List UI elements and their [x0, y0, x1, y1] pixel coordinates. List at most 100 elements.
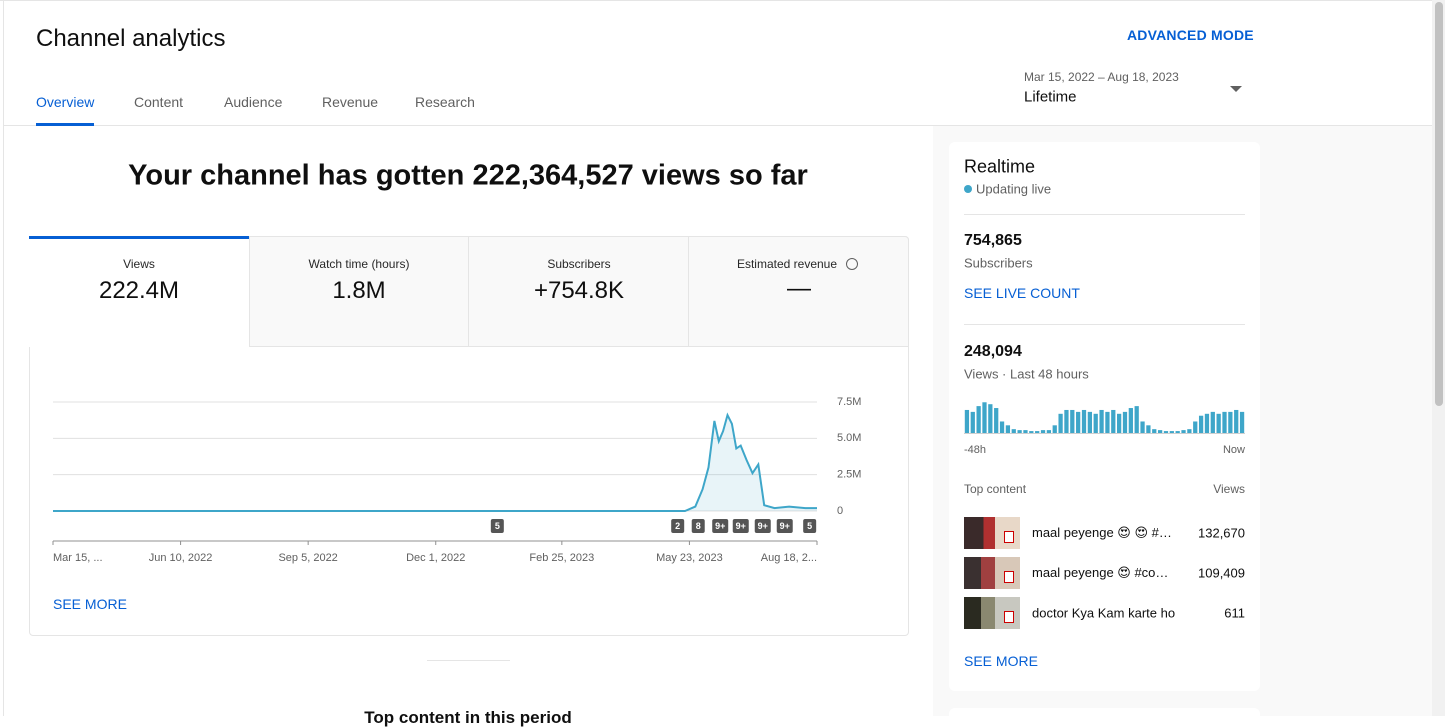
- bar: [1140, 421, 1145, 433]
- bar: [1187, 429, 1192, 433]
- thumbnail[interactable]: [964, 517, 1020, 549]
- period[interactable]: Lifetime: [1024, 88, 1077, 106]
- bar: [1081, 409, 1087, 433]
- bar: [1046, 430, 1052, 433]
- x-tick-label: Sep 5, 2022: [278, 552, 337, 564]
- annotation-label: 2: [675, 521, 680, 531]
- thumbnail[interactable]: [964, 557, 1020, 589]
- header-divider: [4, 125, 1432, 126]
- bar: [1029, 431, 1034, 433]
- annotation-label: 9+: [780, 521, 790, 531]
- y-tick-label: 0: [837, 505, 843, 517]
- x-tick-label: -48h: [964, 444, 986, 456]
- bar: [1087, 411, 1092, 433]
- content-title[interactable]: maal peyenge 😍 😍 #…: [1032, 525, 1172, 540]
- bar: [1076, 411, 1081, 433]
- bar: [1017, 430, 1022, 433]
- bar: [1152, 429, 1157, 433]
- x-tick-label: Now: [1223, 444, 1245, 456]
- thumbnail-badge: [1004, 571, 1014, 583]
- headline: Your channel has gotten 222,364,527 view…: [128, 159, 808, 192]
- bar: [1122, 411, 1128, 433]
- bar: [1111, 409, 1116, 433]
- annotation-label: 5: [495, 521, 500, 531]
- tab[interactable]: Overview: [36, 94, 95, 110]
- page-title: Channel analytics: [36, 25, 226, 52]
- section-divider: [427, 660, 510, 661]
- thumbnail-badge: [1004, 531, 1014, 543]
- thumbnail[interactable]: [964, 597, 1020, 629]
- live-dot: [964, 185, 972, 193]
- top-content-label: Top content: [964, 482, 1027, 496]
- x-tick-label: Dec 1, 2022: [406, 552, 465, 564]
- annotation-badge: [803, 519, 817, 533]
- tab[interactable]: Research: [415, 94, 475, 110]
- see-more-link[interactable]: SEE MORE: [53, 596, 127, 612]
- metric-label: Subscribers: [547, 257, 611, 271]
- y-tick-label: 7.5M: [837, 396, 861, 408]
- thumbnail-badge: [1004, 611, 1014, 623]
- annotation-badge: [490, 519, 504, 533]
- metric-label: Views: [123, 257, 155, 271]
- bar: [1105, 411, 1110, 433]
- metric-label: Watch time (hours): [308, 257, 410, 271]
- annotation-badge: [776, 519, 793, 533]
- dropdown-arrow[interactable]: [1230, 86, 1242, 92]
- bar: [976, 406, 981, 433]
- bar: [1134, 406, 1139, 433]
- views-header: Views: [1213, 482, 1245, 496]
- bar: [964, 409, 970, 433]
- content-title[interactable]: doctor Kya Kam karte ho: [1032, 605, 1176, 621]
- metric-tab[interactable]: [29, 236, 249, 347]
- divider: [964, 324, 1245, 325]
- bar: [1005, 425, 1011, 433]
- bar: [1175, 431, 1180, 433]
- tab-indicator: [36, 123, 94, 126]
- bar: [1204, 413, 1210, 433]
- bar: [1040, 430, 1046, 433]
- tab[interactable]: Revenue: [322, 94, 379, 110]
- bar: [1234, 409, 1239, 433]
- y-tick-label: 5.0M: [837, 432, 861, 444]
- annotation-label: 9+: [736, 521, 746, 531]
- scrollbar-thumb[interactable]: [1435, 2, 1443, 406]
- date-range[interactable]: Mar 15, 2022 – Aug 18, 2023: [1024, 70, 1179, 84]
- x-tick-label: May 23, 2023: [656, 552, 723, 564]
- x-tick-label: Mar 15, ...: [53, 552, 103, 564]
- metric-label: Estimated revenue: [736, 257, 838, 271]
- live-status: Updating live: [976, 181, 1052, 197]
- content-views: 109,409: [1198, 565, 1245, 581]
- divider: [964, 214, 1245, 215]
- bar: [988, 404, 993, 433]
- bar: [1163, 431, 1169, 433]
- metric-tab[interactable]: [689, 236, 909, 347]
- tab[interactable]: Content: [134, 94, 184, 110]
- bar: [1169, 431, 1174, 433]
- see-more-link[interactable]: SEE MORE: [964, 653, 1038, 669]
- clock-icon: [846, 258, 858, 270]
- advanced-mode-button[interactable]: ADVANCED MODE: [1127, 27, 1254, 43]
- tab[interactable]: Audience: [224, 94, 283, 110]
- bar: [1228, 411, 1233, 433]
- annotation-label: 5: [807, 521, 812, 531]
- annotation-label: 9+: [758, 521, 768, 531]
- bar: [1099, 409, 1104, 433]
- metric-tab[interactable]: [469, 236, 689, 347]
- annotation-badge: [691, 519, 705, 533]
- annotation-badge: [732, 519, 749, 533]
- annotation-label: 9+: [715, 521, 725, 531]
- charts: 0 2.5M 5.0M 7.5M Mar 15, ... Jun 10, 2022 Sep …: [52, 396, 1245, 564]
- bar: [1198, 415, 1204, 433]
- bar: [1035, 431, 1040, 433]
- y-tick-label: 2.5M: [837, 469, 861, 481]
- line: [53, 412, 817, 512]
- bar: [1181, 430, 1186, 433]
- content-title[interactable]: maal peyenge 😍 #co…: [1032, 565, 1169, 580]
- metric-tab[interactable]: [249, 236, 469, 347]
- bar: [1239, 411, 1245, 433]
- bar: [970, 411, 975, 433]
- metric-value: +754.8K: [533, 277, 625, 304]
- live-count-link[interactable]: SEE LIVE COUNT: [964, 285, 1080, 301]
